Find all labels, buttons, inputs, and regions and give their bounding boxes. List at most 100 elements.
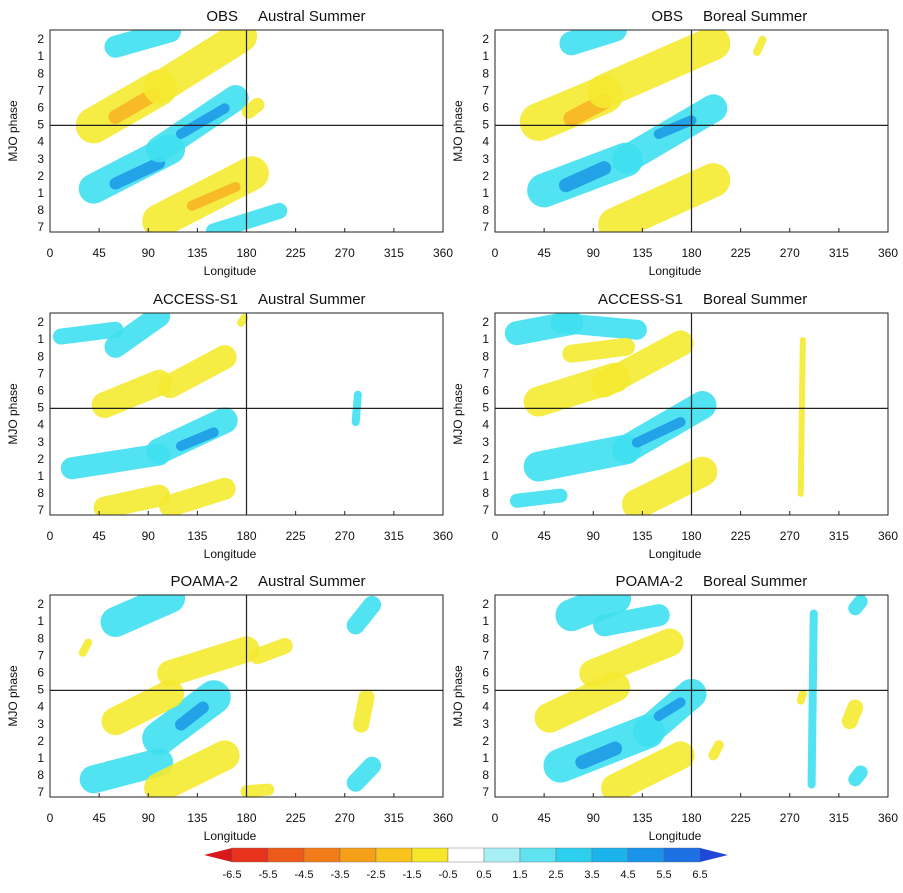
x-tick-label: 135	[632, 811, 652, 825]
anomaly-shading	[555, 595, 632, 632]
x-tick-label: 135	[632, 246, 652, 260]
y-axis-label: MJO phase	[6, 383, 20, 445]
x-tick-label: 45	[92, 811, 106, 825]
y-axis-label: MJO phase	[451, 665, 465, 727]
y-tick-label: 5	[37, 401, 44, 415]
y-tick-label: 2	[482, 169, 489, 183]
panel-model: POAMA-2	[170, 573, 238, 590]
y-tick-label: 4	[37, 418, 44, 432]
colorbar-segment	[339, 847, 377, 863]
y-tick-label: 4	[482, 418, 489, 432]
x-tick-label: 0	[492, 529, 499, 543]
colorbar-segment	[555, 847, 593, 863]
x-tick-label: 315	[829, 246, 849, 260]
y-axis-label: MJO phase	[451, 100, 465, 162]
anomaly-shading	[796, 689, 807, 705]
colorbar-label: 1.5	[512, 869, 527, 881]
anomaly-shading	[353, 689, 375, 733]
x-tick-label: 0	[492, 811, 499, 825]
anomaly-shading	[559, 30, 628, 56]
y-tick-label: 4	[37, 135, 44, 149]
y-tick-label: 7	[482, 785, 489, 799]
y-tick-label: 4	[482, 135, 489, 149]
colorbar-segment	[303, 847, 341, 863]
colorbar-label: -3.5	[331, 869, 350, 881]
x-tick-label: 360	[433, 811, 453, 825]
anomaly-shading	[104, 30, 182, 58]
anomaly-shading	[109, 157, 166, 190]
anomaly-shading	[708, 740, 724, 761]
y-tick-label: 8	[482, 66, 489, 80]
anomaly-shading	[237, 313, 249, 327]
y-tick-label: 7	[37, 648, 44, 662]
y-tick-label: 7	[37, 83, 44, 97]
anomaly-shading	[241, 97, 265, 119]
y-tick-label: 8	[37, 486, 44, 500]
anomaly-shading	[93, 484, 171, 515]
y-tick-label: 1	[37, 469, 44, 483]
y-tick-label: 7	[37, 785, 44, 799]
x-tick-label: 180	[681, 529, 701, 543]
anomaly-shading	[60, 443, 171, 480]
x-tick-label: 45	[537, 811, 551, 825]
anomaly-shading	[807, 609, 818, 789]
y-tick-label: 7	[482, 648, 489, 662]
x-tick-label: 225	[731, 811, 751, 825]
y-tick-label: 5	[37, 683, 44, 697]
y-tick-label: 8	[37, 768, 44, 782]
x-tick-label: 315	[384, 811, 404, 825]
anomaly-shading	[175, 701, 209, 731]
anomaly-shading	[249, 637, 293, 665]
y-tick-label: 2	[37, 597, 44, 611]
colorbar-label: -5.5	[259, 869, 278, 881]
y-tick-label: 7	[482, 83, 489, 97]
y-tick-label: 3	[37, 717, 44, 731]
panel-season: Boreal Summer	[703, 8, 807, 25]
anomaly-shading	[157, 636, 260, 687]
colorbar-label: -0.5	[439, 869, 458, 881]
x-tick-label: 315	[384, 246, 404, 260]
x-tick-label: 90	[142, 811, 156, 825]
anomaly-shading	[523, 434, 641, 482]
y-tick-label: 7	[37, 220, 44, 234]
x-tick-label: 90	[587, 811, 601, 825]
anomaly-shading	[158, 345, 237, 399]
x-tick-label: 0	[492, 246, 499, 260]
y-tick-label: 2	[482, 315, 489, 329]
colorbar-segment	[519, 847, 557, 863]
panel	[52, 313, 362, 515]
x-tick-label: 45	[537, 246, 551, 260]
anomaly-shading	[797, 337, 806, 497]
x-tick-label: 360	[878, 811, 898, 825]
anomaly-shading	[100, 595, 186, 637]
y-tick-label: 1	[37, 49, 44, 63]
colorbar-end	[700, 848, 728, 862]
panel-season: Austral Summer	[258, 8, 366, 25]
x-tick-label: 315	[829, 529, 849, 543]
panel-model: ACCESS-S1	[153, 291, 238, 308]
y-tick-label: 8	[37, 66, 44, 80]
anomaly-shading	[598, 163, 731, 232]
x-axis-label: Longitude	[204, 829, 257, 843]
panel-model: OBS	[651, 8, 683, 25]
x-tick-label: 225	[731, 246, 751, 260]
x-tick-label: 180	[236, 529, 256, 543]
anomaly-shading	[575, 741, 623, 770]
y-tick-label: 6	[482, 100, 489, 114]
x-tick-label: 225	[731, 529, 751, 543]
y-axis-label: MJO phase	[6, 665, 20, 727]
y-tick-label: 3	[37, 152, 44, 166]
colorbar-segment	[375, 847, 413, 863]
y-tick-label: 3	[482, 152, 489, 166]
y-tick-label: 5	[482, 118, 489, 132]
y-tick-label: 8	[37, 631, 44, 645]
x-tick-label: 270	[335, 246, 355, 260]
x-tick-label: 180	[236, 246, 256, 260]
x-tick-label: 45	[92, 529, 106, 543]
y-tick-label: 1	[482, 751, 489, 765]
colorbar-label: -2.5	[367, 869, 386, 881]
anomaly-shading	[558, 161, 612, 193]
anomaly-shading	[346, 756, 382, 792]
anomaly-shading	[159, 477, 236, 515]
anomaly-shading	[144, 740, 240, 797]
